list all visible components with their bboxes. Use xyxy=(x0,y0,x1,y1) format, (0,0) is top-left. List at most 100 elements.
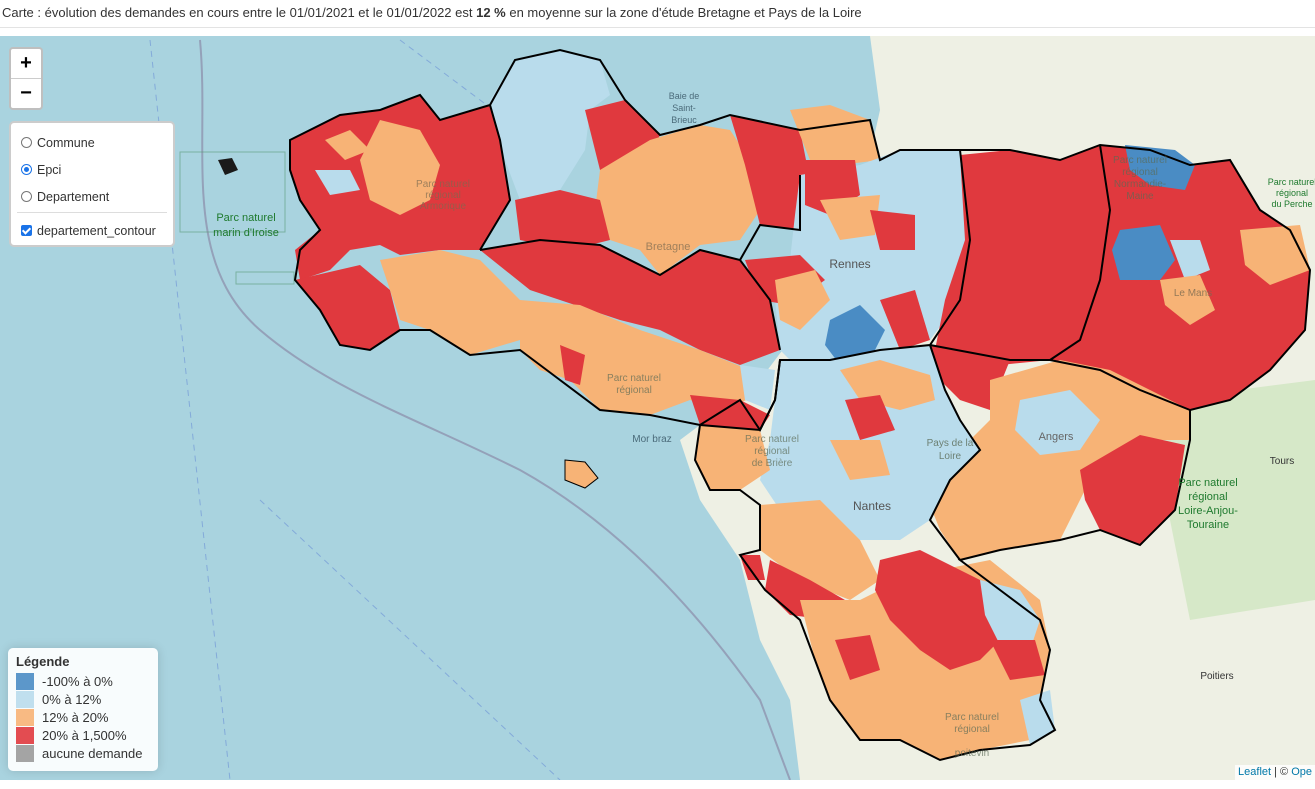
legend-label: 0% à 12% xyxy=(42,691,102,707)
epci-region xyxy=(790,105,880,165)
epci-region xyxy=(870,210,915,250)
radio-epci[interactable] xyxy=(21,164,32,175)
epci-region xyxy=(820,195,880,240)
legend-swatch xyxy=(16,672,34,690)
epci-region xyxy=(480,240,780,365)
epci-region xyxy=(730,115,810,230)
epci-region xyxy=(695,425,770,490)
label-perche-1: Parc naturel xyxy=(1268,177,1315,187)
label-poitevin-2: régional xyxy=(954,724,990,735)
label-angers: Angers xyxy=(1039,431,1074,443)
label-baie-3: Brieuc xyxy=(671,115,697,125)
label-baie-1: Baie de xyxy=(669,91,700,101)
layer-label-commune: Commune xyxy=(37,135,95,150)
label-armorique-2: régional xyxy=(425,190,461,201)
land-green-patch xyxy=(1160,380,1315,620)
department-contours xyxy=(289,48,1312,762)
label-golfe-2: régional xyxy=(616,385,652,396)
zoom-control: + − xyxy=(9,47,43,110)
label-normandie-4: Maine xyxy=(1126,191,1154,202)
epci-region xyxy=(560,345,585,385)
attribution-sep: | © xyxy=(1271,766,1292,778)
epci-region xyxy=(980,580,1040,650)
map-legend: Légende -100% à 0% 0% à 12% 12% à 20% 20… xyxy=(8,648,158,771)
epci-region xyxy=(1160,275,1215,325)
island xyxy=(218,158,238,175)
epci-region xyxy=(490,50,610,200)
island xyxy=(564,459,599,489)
epci-region xyxy=(775,270,830,330)
map-caption: Carte : évolution des demandes en cours … xyxy=(0,0,1315,28)
label-poitiers: Poitiers xyxy=(1200,671,1233,682)
label-rennes: Rennes xyxy=(829,257,870,271)
label-loire-anjou-1: Parc naturel xyxy=(1178,477,1237,489)
epci-region xyxy=(295,265,400,350)
epci-region xyxy=(1080,435,1185,545)
label-loire-anjou-3: Loire-Anjou- xyxy=(1178,505,1238,517)
epci-region xyxy=(825,305,885,365)
legend-item: -100% à 0% xyxy=(16,672,150,690)
caption-suffix: en moyenne sur la zone d'étude Bretagne … xyxy=(505,5,862,20)
label-golfe-1: Parc naturel xyxy=(607,373,661,384)
label-normandie-3: Normandie- xyxy=(1114,179,1166,190)
epci-region xyxy=(830,440,890,480)
caption-value: 12 % xyxy=(476,5,506,20)
epci-region xyxy=(760,500,880,600)
marine-park-box xyxy=(179,151,286,233)
label-mor-braz: Mor braz xyxy=(632,434,671,445)
overlay-label: departement_contour xyxy=(37,223,156,238)
radio-commune[interactable] xyxy=(21,137,32,148)
contour-bretagne xyxy=(289,48,972,432)
epci-region xyxy=(380,250,520,355)
label-briere-3: de Brière xyxy=(752,458,793,469)
label-baie-2: Saint- xyxy=(672,103,696,113)
radio-departement[interactable] xyxy=(21,191,32,202)
legend-label: -100% à 0% xyxy=(42,673,113,689)
zoom-out-button[interactable]: − xyxy=(11,78,41,108)
department-south xyxy=(695,345,1190,760)
epci-region xyxy=(875,550,1010,670)
maritime-dashed-3 xyxy=(259,499,561,780)
legend-item: 0% à 12% xyxy=(16,690,150,708)
label-parc-iroise-2: marin d'Iroise xyxy=(213,227,279,239)
legend-title: Légende xyxy=(16,654,70,669)
layer-label-departement: Departement xyxy=(37,189,110,204)
epci-region xyxy=(920,360,1190,560)
epci-region xyxy=(880,290,930,350)
contour-inner-3 xyxy=(479,104,512,251)
layer-label-epci: Epci xyxy=(37,162,62,177)
legend-item: 12% à 20% xyxy=(16,708,150,726)
leaflet-link[interactable]: Leaflet xyxy=(1238,766,1272,778)
osm-link[interactable]: Ope xyxy=(1291,766,1312,778)
legend-label: aucune demande xyxy=(42,745,143,761)
label-normandie-1: Parc naturel xyxy=(1113,155,1167,166)
zoom-in-button[interactable]: + xyxy=(20,52,32,74)
epci-region xyxy=(1020,690,1055,745)
caption-prefix: Carte : évolution des demandes en cours … xyxy=(2,5,477,20)
layer-option-commune[interactable]: Commune xyxy=(21,129,163,156)
label-poitevin-1: Parc naturel xyxy=(945,712,999,723)
epci-region xyxy=(1125,145,1195,190)
label-bretagne: Bretagne xyxy=(646,241,691,253)
layer-option-departement[interactable]: Departement xyxy=(21,183,163,210)
legend-item: aucune demande xyxy=(16,744,150,762)
contour-inner-5 xyxy=(1049,144,1112,361)
label-perche-3: du Perche xyxy=(1271,199,1312,209)
layer-option-epci[interactable]: Epci xyxy=(21,156,163,183)
contour-inner-4 xyxy=(929,344,1191,411)
label-pays-loire-1: Pays de la xyxy=(927,438,974,449)
epci-region xyxy=(835,635,880,680)
legend-label: 12% à 20% xyxy=(42,709,109,725)
legend-swatch xyxy=(16,726,34,744)
map-canvas[interactable]: Parc naturel marin d'Iroise Baie de Sain… xyxy=(0,36,1315,780)
label-loire-anjou-2: régional xyxy=(1188,491,1227,503)
label-nantes: Nantes xyxy=(853,499,891,513)
choropleth-map: Parc naturel marin d'Iroise Baie de Sain… xyxy=(149,36,1315,780)
department-mayenne-sarthe xyxy=(935,145,1310,410)
overlay-option-departement-contour[interactable]: departement_contour xyxy=(21,217,163,244)
checkbox-departement-contour[interactable] xyxy=(21,225,32,236)
epci-region xyxy=(595,125,760,275)
epci-region xyxy=(845,395,895,440)
epci-region xyxy=(360,120,440,215)
epci-region xyxy=(1112,225,1175,280)
